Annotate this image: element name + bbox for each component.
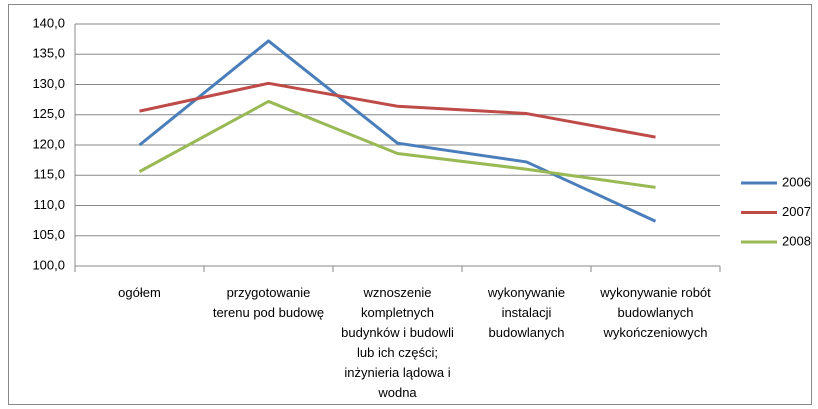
y-tick-label: 140,0 xyxy=(32,15,65,30)
series-line xyxy=(139,81,656,139)
x-tick-label: ogółem xyxy=(118,285,161,300)
y-tick-label: 120,0 xyxy=(32,136,65,151)
legend-label: 2006 xyxy=(782,174,811,189)
x-tick-label: przygotowanie terenu pod budowę xyxy=(212,285,325,320)
x-tick-label: wykonywanie robót budowlanych wykończeni… xyxy=(600,285,711,340)
y-tick-label: 100,0 xyxy=(32,257,65,272)
y-tick-label: 105,0 xyxy=(32,227,65,242)
y-tick-label: 115,0 xyxy=(33,167,65,182)
x-tick-label: wznoszenie kompletnych budynków i budowl… xyxy=(341,285,454,400)
x-tick-label: wykonywanie instalacji budowlanych xyxy=(487,285,566,340)
legend-label: 2008 xyxy=(782,233,811,248)
y-tick-label: 135,0 xyxy=(32,46,65,61)
y-tick-label: 125,0 xyxy=(32,106,65,121)
series-line xyxy=(138,99,656,189)
series-line xyxy=(138,39,657,223)
y-tick-label: 130,0 xyxy=(32,76,65,91)
y-tick-label: 110,0 xyxy=(33,197,65,212)
chart-frame xyxy=(8,4,812,405)
legend-label: 2007 xyxy=(782,204,811,219)
